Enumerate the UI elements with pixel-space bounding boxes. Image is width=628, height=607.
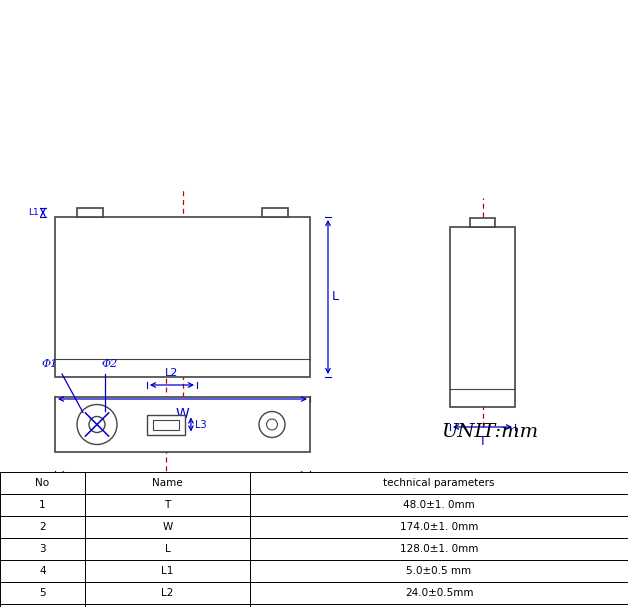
Bar (250, 516, 628, 538)
Bar (250, 494, 628, 516)
Bar (250, 604, 628, 607)
Bar (0, 560, 85, 582)
Text: L3: L3 (195, 419, 207, 430)
Text: 5: 5 (39, 588, 46, 598)
Bar (250, 472, 628, 494)
Bar (0, 516, 85, 538)
Text: W: W (176, 407, 190, 421)
Bar (85, 472, 250, 494)
Text: 174.0±1. 0mm: 174.0±1. 0mm (400, 522, 478, 532)
Bar (85, 604, 250, 607)
Text: 128.0±1. 0mm: 128.0±1. 0mm (400, 544, 478, 554)
Text: L1: L1 (161, 566, 174, 576)
Text: W: W (163, 522, 173, 532)
Bar (0, 494, 85, 516)
Bar (250, 538, 628, 560)
Bar (0, 538, 85, 560)
Bar (55, 217, 310, 377)
Text: T: T (479, 435, 486, 448)
Text: Φ1: Φ1 (42, 359, 58, 369)
Text: 5.0±0.5 mm: 5.0±0.5 mm (406, 566, 472, 576)
Bar (262, 208, 288, 217)
Bar (450, 227, 515, 407)
Bar (85, 560, 250, 582)
Bar (85, 516, 250, 538)
Text: UNIT:mm: UNIT:mm (441, 423, 539, 441)
Bar (250, 582, 628, 604)
Text: L: L (165, 544, 170, 554)
Text: L4: L4 (175, 482, 190, 495)
Bar (0, 472, 85, 494)
Text: 3: 3 (39, 544, 46, 554)
Circle shape (89, 416, 105, 433)
Bar (85, 582, 250, 604)
Text: 2: 2 (39, 522, 46, 532)
Text: technical parameters: technical parameters (383, 478, 495, 488)
Text: L1: L1 (28, 208, 39, 217)
Bar (147, 415, 185, 435)
Circle shape (259, 412, 285, 438)
Text: Φ2: Φ2 (102, 359, 118, 369)
Bar (77, 208, 103, 217)
Text: Name: Name (152, 478, 183, 488)
Text: T: T (165, 500, 171, 510)
Text: L2: L2 (165, 368, 178, 378)
Text: L2: L2 (161, 588, 174, 598)
Text: 48.0±1. 0mm: 48.0±1. 0mm (403, 500, 475, 510)
Bar (470, 218, 495, 227)
Text: 24.0±0.5mm: 24.0±0.5mm (405, 588, 474, 598)
Bar (0, 604, 85, 607)
Text: 4: 4 (39, 566, 46, 576)
Bar (250, 560, 628, 582)
Bar (0, 582, 85, 604)
Bar (85, 494, 250, 516)
Circle shape (266, 419, 278, 430)
Text: No: No (35, 478, 50, 488)
Text: 1: 1 (39, 500, 46, 510)
Bar (85, 538, 250, 560)
Text: L: L (332, 291, 339, 304)
Circle shape (77, 404, 117, 444)
Bar (153, 419, 179, 430)
Bar (55, 397, 310, 452)
